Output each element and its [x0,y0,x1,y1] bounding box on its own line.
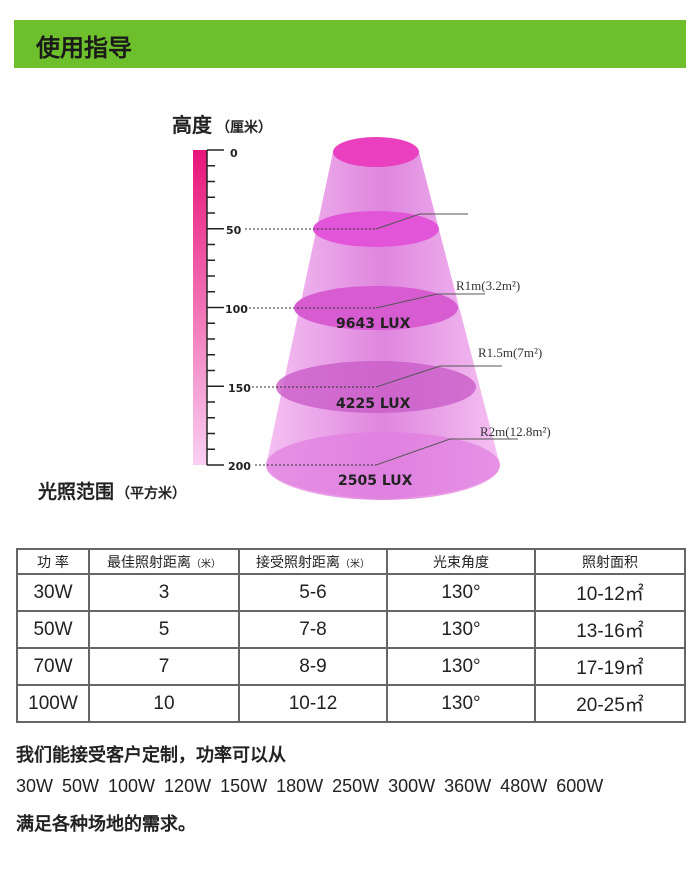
light-coverage-diagram: 高度 （厘米） 0 50 100 150 200 9643 LUX 4225 L… [37,113,551,503]
table-cell: 5-6 [238,573,388,612]
table-cell: 70W [16,647,90,686]
radius-2m: R2m(12.8m²) [480,424,551,439]
table-cell: 130° [386,573,536,612]
table-cell: 10-12㎡ [534,573,686,612]
table-header-row: 功 率 最佳照射距离（米） 接受照射距离（米） 光束角度 照射面积 [16,548,686,575]
header-accept-distance: 接受照射距离（米） [238,548,388,575]
scale-bar [193,150,207,465]
table-row: 50W 5 7-8 130° 13-16㎡ [16,610,686,649]
table-cell: 130° [386,610,536,649]
table-row: 100W 10 10-12 130° 20-25㎡ [16,684,686,723]
height-label: 高度 [172,113,213,137]
power-options: 30W 50W 100W 120W 150W 180W 250W 300W 36… [16,776,604,796]
tick-label-200: 200 [228,460,251,473]
lux-200: 2505 LUX [338,473,413,489]
table-cell: 130° [386,647,536,686]
table-cell: 7-8 [238,610,388,649]
table-cell: 3 [88,573,240,612]
table-cell: 7 [88,647,240,686]
lux-100: 9643 LUX [336,316,411,332]
custom-note: 我们能接受客户定制，功率可以从 [16,745,286,766]
height-unit: （厘米） [216,119,272,136]
table-cell: 30W [16,573,90,612]
lux-150: 4225 LUX [336,396,411,412]
header-area: 照射面积 [534,548,686,575]
tick-label-100: 100 [225,303,248,316]
table-row: 70W 7 8-9 130° 17-19㎡ [16,647,686,686]
cone-top [333,137,419,167]
table-cell: 10 [88,684,240,723]
tick-label-150: 150 [228,382,251,395]
table-row: 30W 3 5-6 130° 10-12㎡ [16,573,686,612]
level-200 [266,432,500,498]
tick-label-0: 0 [230,147,238,160]
table-cell: 10-12 [238,684,388,723]
header-best-distance: 最佳照射距离（米） [88,548,240,575]
section-header: 使用指导 [14,20,686,68]
radius-1-5m: R1.5m(7m²) [478,345,542,360]
table-cell: 50W [16,610,90,649]
table-cell: 8-9 [238,647,388,686]
table-cell: 20-25㎡ [534,684,686,723]
area-label: 光照范围 [37,480,114,503]
area-unit: （平方米） [116,485,186,502]
table-cell: 13-16㎡ [534,610,686,649]
table-cell: 17-19㎡ [534,647,686,686]
table-cell: 100W [16,684,90,723]
table-cell: 5 [88,610,240,649]
header-power: 功 率 [16,548,90,575]
header-beam-angle: 光束角度 [386,548,536,575]
table-cell: 130° [386,684,536,723]
tick-label-50: 50 [226,224,242,237]
scale-ticks [206,149,224,466]
closing-note: 满足各种场地的需求。 [16,814,196,835]
section-title: 使用指导 [36,34,132,62]
radius-1m: R1m(3.2m²) [456,278,520,293]
spec-table: 功 率 最佳照射距离（米） 接受照射距离（米） 光束角度 照射面积 30W 3 5-… [16,548,686,723]
